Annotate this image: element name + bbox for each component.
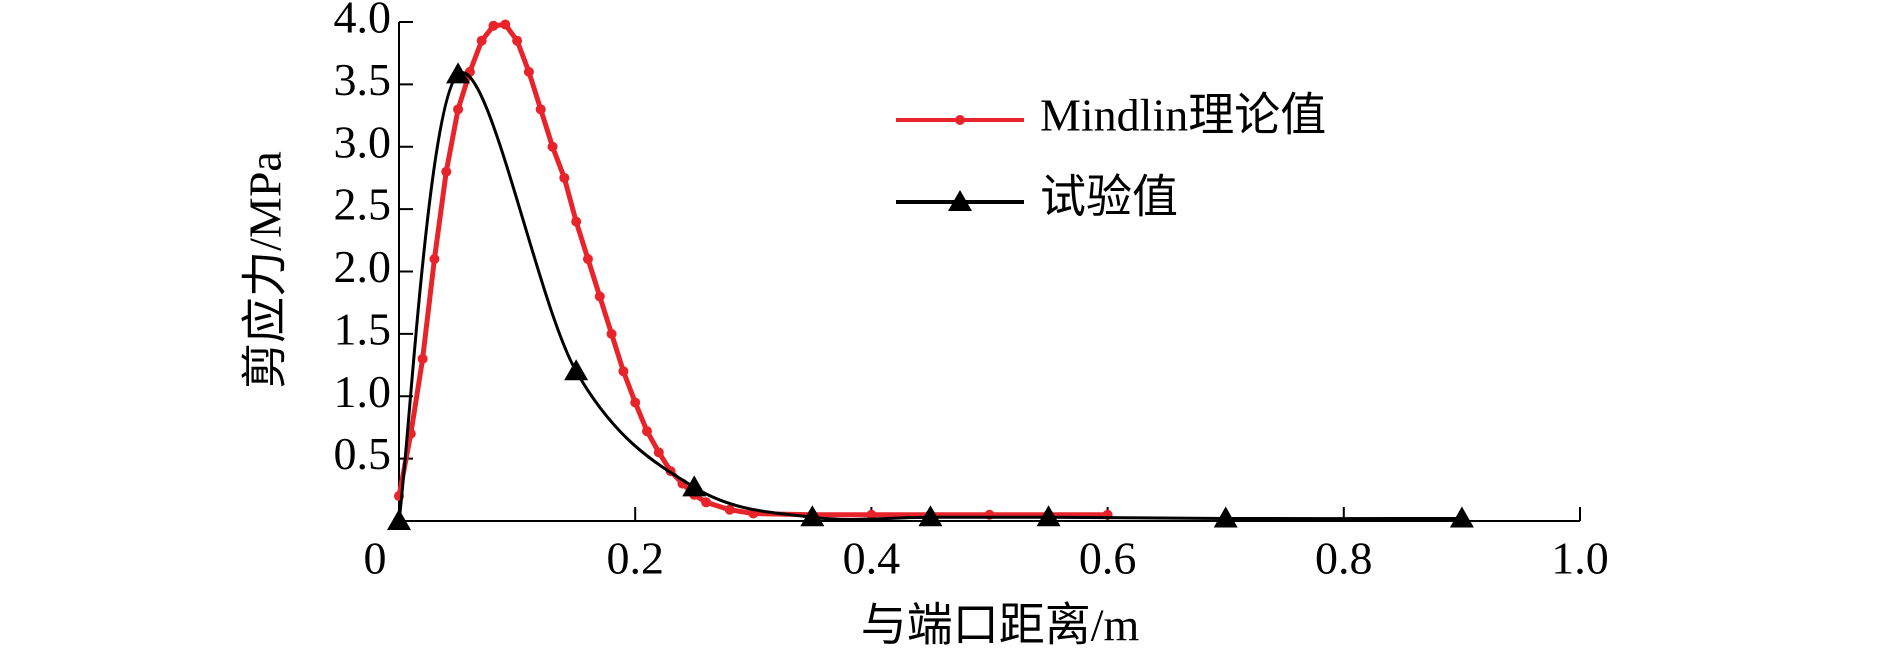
circle-marker: [955, 115, 965, 125]
x-tick-label: 0.8: [1315, 533, 1373, 584]
x-tick-label: 0.4: [843, 533, 901, 584]
y-tick-label: 1.5: [334, 303, 392, 354]
triangle-marker: [1036, 505, 1061, 527]
triangle-marker: [446, 62, 471, 84]
y-tick-label: 3.5: [334, 54, 392, 105]
circle-marker: [476, 35, 487, 46]
circle-marker: [594, 291, 605, 302]
circle-marker: [571, 216, 582, 227]
triangle-marker: [564, 359, 589, 381]
circle-marker: [653, 447, 664, 458]
triangle-marker: [800, 505, 825, 527]
y-tick-label: 3.0: [334, 116, 392, 167]
circle-marker: [500, 19, 511, 30]
circle-marker: [642, 426, 653, 437]
y-tick-label: 2.0: [334, 241, 392, 292]
circle-marker: [488, 20, 499, 31]
circle-marker: [606, 328, 617, 339]
circle-marker: [701, 497, 712, 508]
triangle-marker: [918, 505, 943, 527]
circle-marker: [441, 166, 452, 177]
circle-marker: [547, 141, 558, 152]
circle-marker: [866, 509, 877, 520]
y-tick-label: 4.0: [334, 0, 392, 43]
y-tick-label: 0.5: [334, 428, 392, 479]
circle-marker: [512, 35, 523, 46]
legend-label: 试验值: [1040, 172, 1178, 223]
circle-marker: [559, 172, 570, 183]
circle-marker: [582, 254, 593, 265]
triangle-marker: [1213, 506, 1238, 528]
legend-label: Mindlin理论值: [1040, 90, 1326, 141]
circle-marker: [724, 504, 735, 515]
triangle-marker: [948, 190, 972, 211]
x-tick-label: 0: [364, 533, 387, 584]
circle-marker: [630, 397, 641, 408]
y-tick-label: 2.5: [334, 179, 392, 230]
y-axis-label: 剪应力/MPa: [240, 151, 291, 389]
circle-marker: [535, 104, 546, 115]
circle-marker: [417, 353, 428, 364]
triangle-marker: [1449, 506, 1474, 528]
triangle-marker: [682, 475, 707, 497]
x-tick-label: 1.0: [1551, 533, 1609, 584]
circle-marker: [453, 104, 464, 115]
triangle-marker: [387, 509, 411, 530]
circle-marker: [523, 66, 534, 77]
x-tick-label: 0.2: [606, 533, 664, 584]
circle-marker: [618, 366, 629, 377]
x-axis-label: 与端口距离/m: [861, 600, 1140, 651]
x-tick-label: 0.6: [1079, 533, 1137, 584]
circle-marker: [429, 254, 440, 265]
series-line: [396, 21, 1108, 518]
y-tick-label: 1.0: [334, 366, 392, 417]
